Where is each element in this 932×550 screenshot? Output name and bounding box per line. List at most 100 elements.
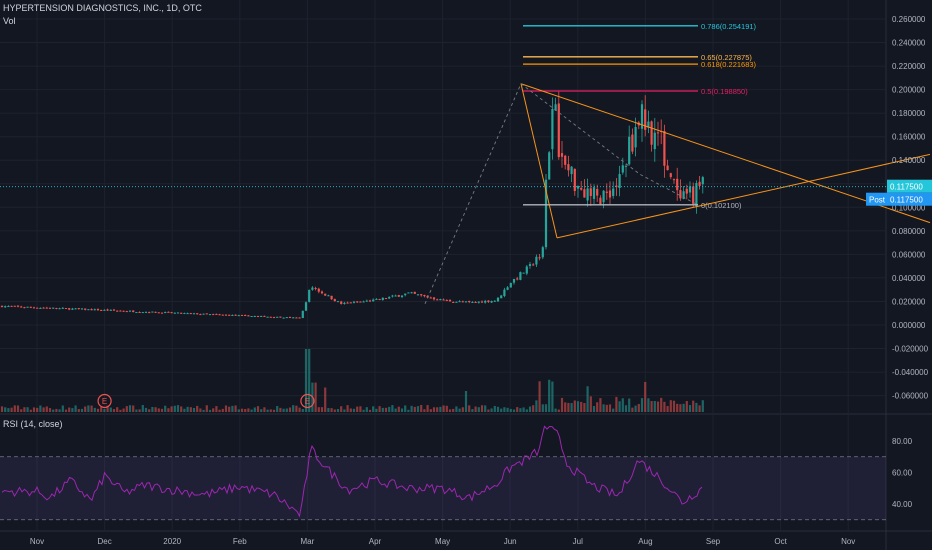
candle-body: [272, 317, 276, 319]
volume-bar: [71, 408, 74, 412]
candle-body: [631, 134, 634, 152]
candle-body: [164, 312, 167, 314]
candle-body: [20, 306, 23, 308]
volume-bar: [394, 408, 397, 412]
candle-body: [500, 295, 503, 299]
volume-bar: [698, 405, 701, 412]
candle-body: [215, 313, 218, 315]
time-axis[interactable]: Nov Dec 2020 Feb Mar Apr May Jun Jul Aug Sep Oct Nov: [30, 537, 855, 546]
volume-bar: [391, 405, 394, 412]
volume-bar: [349, 408, 352, 412]
volume-bar: [272, 409, 276, 412]
price-axis[interactable]: 0.260000 0.240000 0.220000 0.200000 0.180000…: [866, 15, 932, 509]
candle-body: [640, 104, 644, 129]
volume-bar: [48, 408, 52, 412]
candle-body: [141, 312, 144, 314]
volume-bar: [624, 405, 628, 412]
candle-body: [244, 315, 247, 317]
candle-body: [221, 314, 224, 316]
volume-bar: [224, 405, 228, 412]
candle-body: [52, 307, 55, 309]
candle-body: [356, 301, 359, 303]
rsi-tick-label: 40.00: [892, 500, 913, 509]
candle-body: [285, 317, 288, 319]
volume-bar: [480, 405, 484, 412]
volume-bar: [282, 408, 285, 412]
price-tick-label: 0.080000: [892, 227, 926, 236]
candle-body: [148, 312, 151, 314]
volume-bar: [189, 407, 192, 412]
volume-bar: [100, 406, 103, 412]
candle-body: [103, 309, 106, 311]
volume-bar: [586, 386, 589, 412]
price-tick-label: 0.140000: [892, 156, 926, 165]
volume-bar: [125, 406, 128, 412]
candle-body: [183, 313, 186, 315]
time-tick-label: Mar: [301, 537, 315, 546]
volume-bar: [112, 409, 116, 412]
volume-bar: [644, 381, 647, 412]
time-tick-label: Apr: [369, 537, 382, 546]
candle-body: [279, 316, 282, 318]
volume-bar: [637, 403, 640, 412]
volume-bar: [320, 407, 324, 412]
volume-bar: [180, 406, 183, 412]
candle-body: [61, 307, 64, 309]
volume-bar: [87, 405, 90, 412]
last-price-tag: [887, 179, 932, 193]
rsi-panel: [0, 425, 886, 521]
volume-bar: [13, 405, 16, 412]
volume-bar: [621, 398, 624, 412]
candle-body: [176, 312, 180, 314]
candle-body: [679, 190, 682, 199]
volume-bar: [84, 406, 87, 412]
volume-bar: [119, 409, 122, 412]
candle-body: [688, 186, 692, 193]
volume-bar: [602, 404, 605, 412]
candle-body: [13, 305, 16, 307]
volume-bar: [672, 400, 676, 412]
volume-bar: [452, 408, 455, 412]
time-tick-label: Jun: [504, 537, 517, 546]
volume-bar: [196, 405, 199, 412]
volume-bar: [266, 409, 269, 412]
volume-bar: [212, 408, 215, 412]
candle-body: [624, 165, 628, 167]
volume-bar: [16, 405, 20, 412]
price-tick-label: 0.180000: [892, 109, 926, 118]
volume-bar: [256, 406, 260, 412]
candle-body: [628, 136, 631, 165]
volume-bar: [221, 408, 224, 412]
candle-body: [170, 312, 173, 314]
volume-bar: [253, 407, 256, 412]
triangle-left-edge: [520, 83, 558, 239]
volume-bar: [250, 409, 253, 412]
candle-body: [477, 301, 480, 303]
candle-body: [36, 307, 39, 309]
volume-bar: [10, 407, 13, 412]
candle-body: [384, 298, 388, 300]
volume-bar: [7, 408, 10, 412]
volume-bar: [135, 409, 138, 412]
candle-body: [413, 291, 416, 294]
volume-bar: [477, 407, 480, 412]
candle-body: [464, 301, 468, 303]
candle-body: [544, 179, 548, 248]
candle-body: [365, 300, 368, 302]
volume-bar: [237, 409, 240, 412]
candle-body: [224, 314, 228, 316]
volume-bar: [426, 405, 429, 412]
candle-body: [336, 301, 340, 303]
volume-bar: [532, 405, 535, 412]
candle-body: [154, 311, 157, 313]
volume-bar: [496, 406, 500, 412]
price-tick-label: 0.220000: [892, 62, 926, 71]
volume-bar: [317, 407, 320, 412]
volume-bar: [288, 407, 292, 412]
candle-body: [599, 197, 602, 205]
candle-body: [503, 289, 506, 296]
volume-bar: [448, 409, 452, 412]
volume-bar: [688, 405, 692, 412]
candle-body: [528, 264, 532, 267]
volume-bar: [4, 407, 7, 412]
